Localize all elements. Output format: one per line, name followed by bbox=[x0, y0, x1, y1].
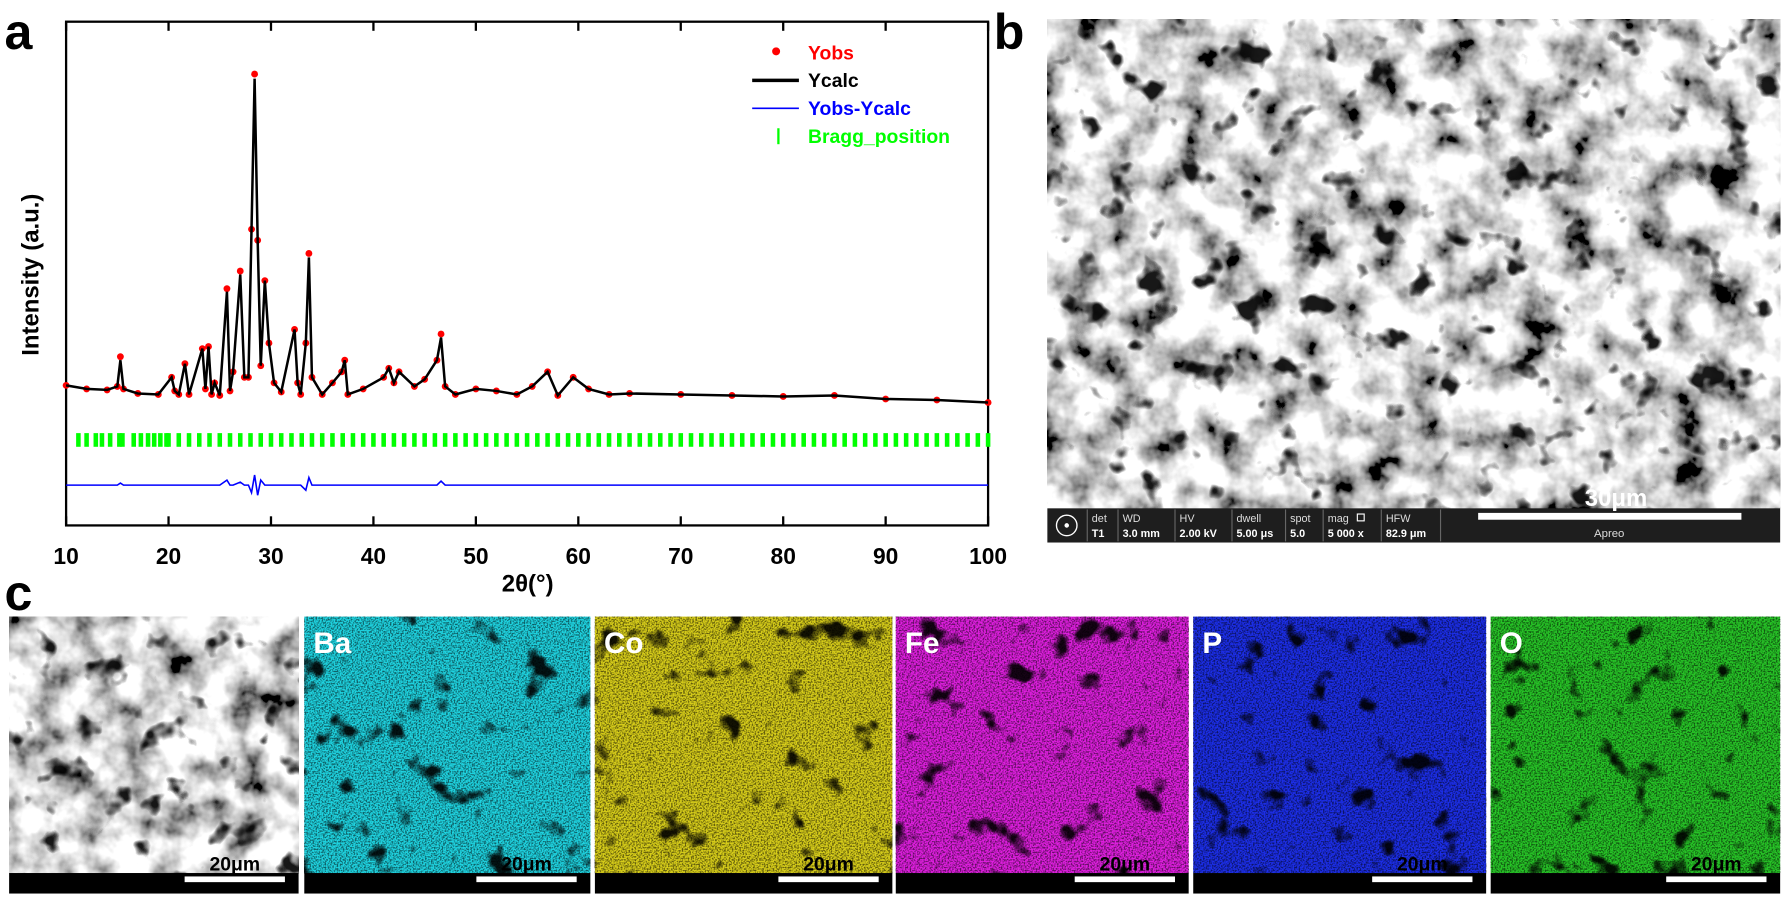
scale-bar-label: 30μm bbox=[1585, 485, 1648, 512]
series-line bbox=[66, 474, 989, 496]
panel-label: b bbox=[994, 4, 1025, 60]
micrograph-pores bbox=[1490, 616, 1781, 874]
mag-icon bbox=[1356, 513, 1365, 522]
scale-bar bbox=[184, 876, 285, 883]
scale-bar-label: 20μm bbox=[1397, 854, 1448, 876]
x-tick-label: 80 bbox=[771, 543, 796, 569]
micrograph-pores bbox=[895, 616, 1189, 874]
series-line bbox=[65, 78, 989, 404]
logo bbox=[1064, 523, 1070, 528]
scale-bar bbox=[1478, 512, 1742, 520]
x-tick-label: 50 bbox=[463, 543, 488, 569]
logo bbox=[1055, 514, 1078, 537]
legend-label: Yobs bbox=[808, 42, 854, 64]
scale-bar-label: 20μm bbox=[803, 854, 854, 876]
info-value: 5.00 μs bbox=[1237, 528, 1274, 540]
info-label: HFW bbox=[1386, 513, 1411, 525]
x-tick-label: 90 bbox=[873, 543, 898, 569]
bottom-strip bbox=[895, 873, 1189, 894]
x-tick-label: 60 bbox=[566, 543, 591, 569]
scale-bar-label: 20μm bbox=[209, 854, 260, 876]
data-point bbox=[984, 399, 992, 406]
scale-bar-label: 20μm bbox=[501, 854, 552, 876]
element-label: Fe bbox=[905, 627, 940, 660]
micrograph-pores bbox=[1047, 19, 1781, 509]
info-label: dwell bbox=[1237, 513, 1262, 525]
info-value: 2.00 kV bbox=[1180, 528, 1218, 540]
scale-bar bbox=[1372, 876, 1473, 883]
micrograph-pores bbox=[594, 616, 893, 874]
plot-frame bbox=[64, 20, 990, 527]
instrument: Apreo bbox=[1594, 528, 1624, 540]
scale-bar bbox=[778, 876, 879, 883]
bottom-strip bbox=[304, 873, 591, 894]
x-tick-label: 20 bbox=[156, 543, 181, 569]
panel-label: c bbox=[5, 565, 33, 621]
element-label: P bbox=[1202, 627, 1222, 660]
data-point bbox=[236, 267, 244, 275]
x-tick-label: 100 bbox=[969, 543, 1007, 569]
micrograph-pores bbox=[304, 616, 591, 874]
micrograph-pores bbox=[9, 616, 299, 874]
info-label: det bbox=[1092, 513, 1107, 525]
info-value: 5 000 x bbox=[1328, 528, 1364, 540]
element-label: O bbox=[1500, 627, 1523, 660]
x-tick-label: 70 bbox=[668, 543, 693, 569]
scale-bar-label: 20μm bbox=[1691, 854, 1742, 876]
legend-label: Bragg_position bbox=[808, 126, 950, 148]
micrograph-pores bbox=[1193, 616, 1487, 874]
bottom-strip bbox=[594, 873, 893, 894]
info-label: HV bbox=[1180, 513, 1196, 525]
bottom-strip bbox=[9, 873, 299, 894]
data-point bbox=[223, 285, 231, 293]
info-label: spot bbox=[1290, 513, 1310, 525]
scale-bar bbox=[1666, 876, 1767, 883]
x-tick-label: 10 bbox=[53, 543, 78, 569]
info-value: 5.0 bbox=[1290, 528, 1305, 540]
legend-label: Yobs-Ycalc bbox=[808, 98, 911, 120]
data-point bbox=[305, 249, 313, 257]
info-value: T1 bbox=[1092, 528, 1105, 540]
data-point bbox=[116, 353, 124, 361]
x-tick-label: 40 bbox=[361, 543, 386, 569]
y-axis-label: Intensity (a.u.) bbox=[18, 194, 45, 356]
info-label: mag bbox=[1328, 513, 1349, 525]
info-label: WD bbox=[1123, 513, 1141, 525]
scale-bar-label: 20μm bbox=[1100, 854, 1151, 876]
x-tick-label: 30 bbox=[258, 543, 283, 569]
legend-swatch bbox=[772, 47, 781, 56]
legend-label: Ycalc bbox=[808, 70, 859, 92]
x-axis-label: 2θ(°) bbox=[502, 571, 554, 598]
element-label: Co bbox=[604, 627, 644, 660]
bottom-strip bbox=[1490, 873, 1781, 894]
scale-bar bbox=[476, 876, 577, 883]
scale-bar bbox=[1074, 876, 1175, 883]
info-value: 3.0 mm bbox=[1123, 528, 1160, 540]
data-point bbox=[437, 330, 445, 338]
element-label: Ba bbox=[313, 627, 351, 660]
info-value: 82.9 μm bbox=[1386, 528, 1426, 540]
panel-label: a bbox=[5, 4, 34, 60]
bottom-strip bbox=[1193, 873, 1487, 894]
data-point bbox=[251, 70, 259, 78]
